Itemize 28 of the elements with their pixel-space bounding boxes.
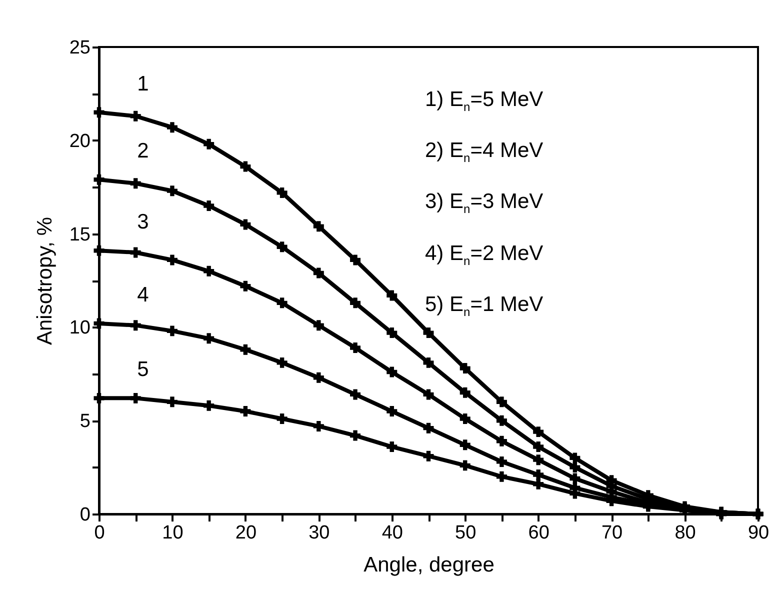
annotation: 4) E$_{n}$=2 MeV (425, 240, 544, 270)
series-label: 1 (137, 72, 149, 96)
annotation: 1) E$_{n}$=5 MeV (425, 87, 544, 116)
x-axis-title: Angle, degree (364, 554, 494, 576)
x-tick-label: 90 (748, 522, 770, 544)
x-tick-label: 60 (528, 522, 550, 544)
annotation: 5) E$_{n}$=1 MeV (425, 292, 544, 321)
x-tick-label: 80 (674, 522, 696, 544)
y-tick-label: 10 (69, 318, 90, 339)
x-tick-label: 50 (455, 522, 476, 544)
annotation: 2) E$_{n}$=4 MeV (425, 138, 544, 168)
x-tick-label: 0 (94, 522, 105, 544)
annotation: 3) E$_{n}$=3 MeV (425, 189, 544, 219)
y-axis-title: Anisotropy, % (33, 217, 56, 345)
x-tick-label: 10 (162, 522, 184, 544)
series-label: 4 (137, 283, 150, 306)
x-tick-label: 40 (382, 522, 403, 544)
series-label: 3 (137, 210, 149, 234)
y-tick-label: 25 (69, 38, 90, 58)
x-tick-label: 20 (235, 522, 257, 544)
x-tick-label: 30 (308, 522, 330, 544)
y-tick-label: 15 (69, 224, 90, 246)
y-tick-label: 0 (80, 504, 90, 526)
y-tick-label: 20 (69, 130, 90, 152)
series-label: 2 (137, 140, 149, 163)
x-tick-label: 70 (601, 522, 623, 544)
series-label: 5 (137, 358, 149, 382)
y-tick-label: 5 (80, 411, 90, 432)
